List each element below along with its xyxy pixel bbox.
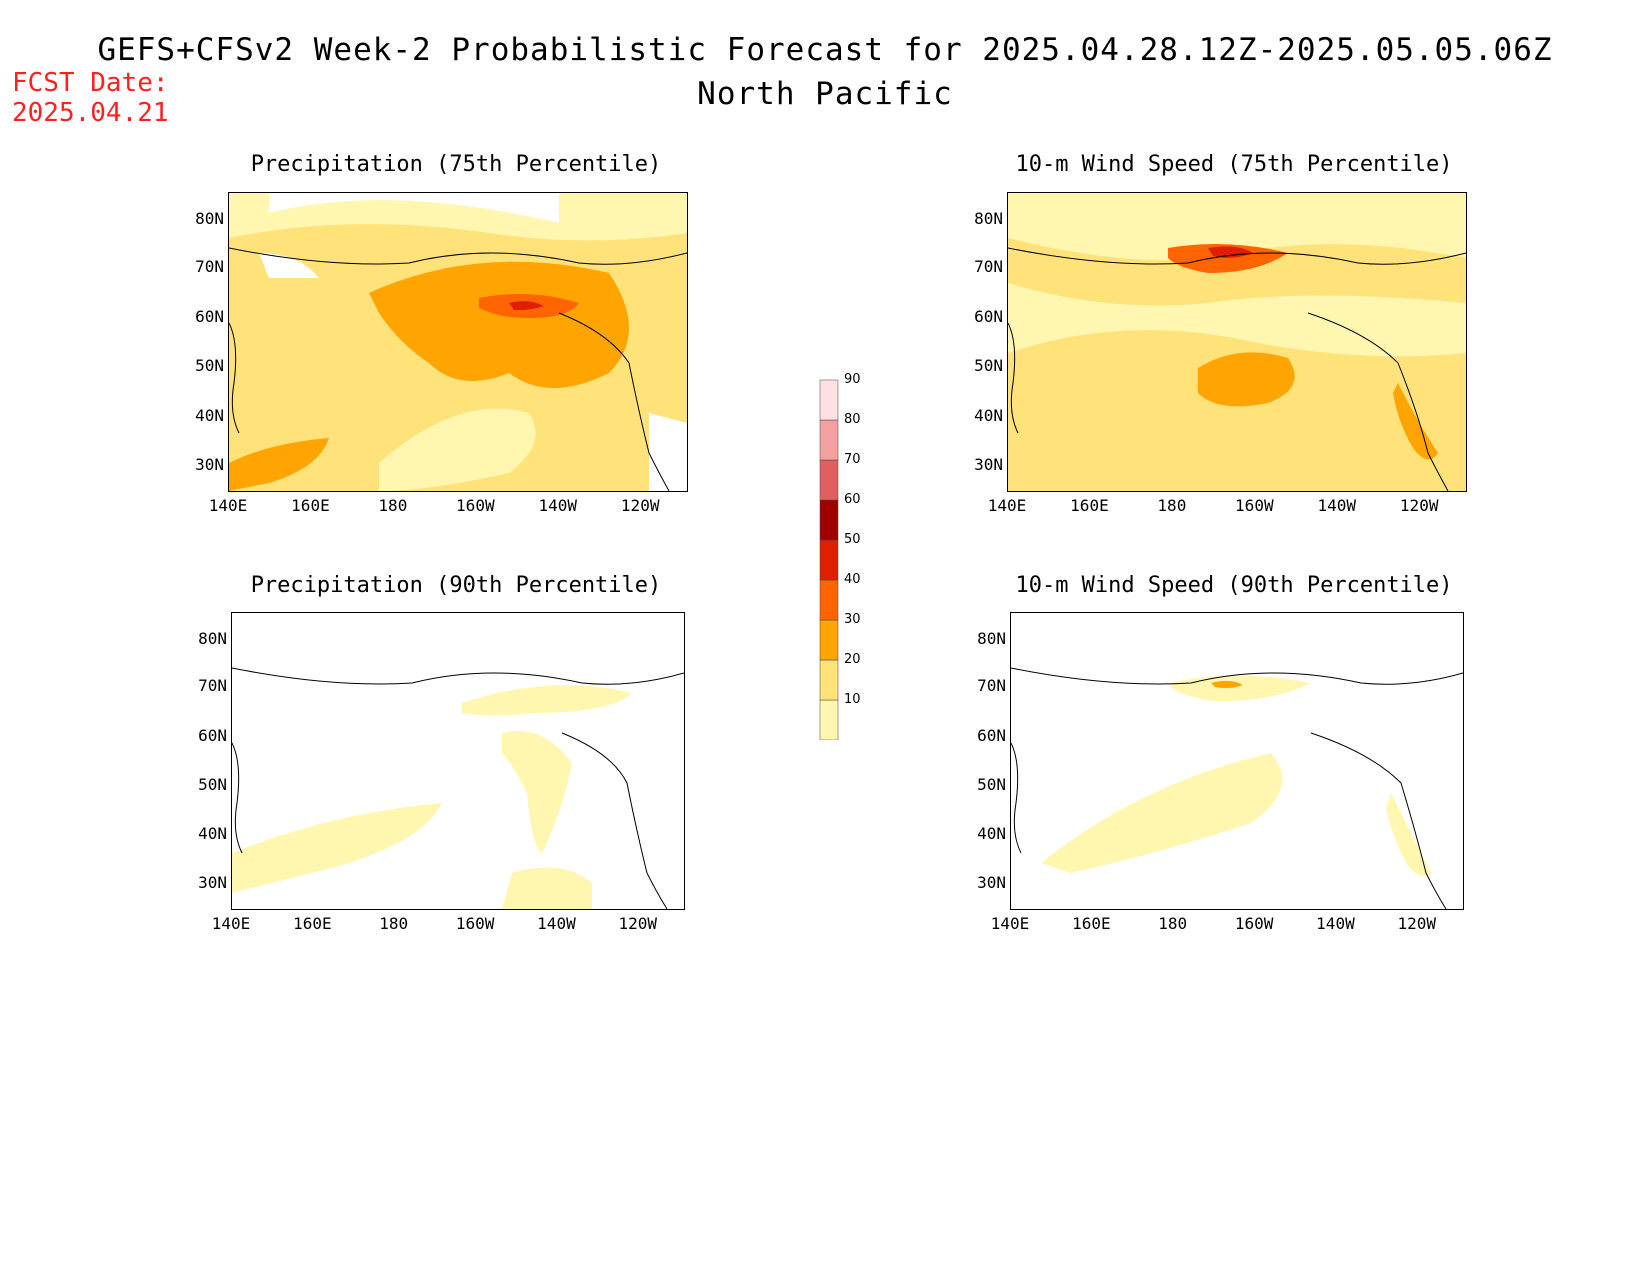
lon-tick-label: 140E xyxy=(987,496,1027,515)
lon-tick-label: 180 xyxy=(379,914,409,933)
panel-title-wind-75: 10-m Wind Speed (75th Percentile) xyxy=(1015,152,1453,177)
colorbar-tick-label: 80 xyxy=(844,412,861,427)
lon-tick-label: 140W xyxy=(1316,914,1355,933)
lon-tick-label: 140E xyxy=(990,914,1030,933)
lat-tick-label: 70N xyxy=(195,256,224,276)
colorbar-swatch xyxy=(819,659,839,701)
lon-tick-label: 160E xyxy=(293,914,332,933)
lat-tick-label: 30N xyxy=(198,872,227,892)
panel-title-precip-90: Precipitation (90th Percentile) xyxy=(250,573,662,598)
lat-tick-label: 60N xyxy=(974,307,1003,327)
lon-tick-label: 120W xyxy=(618,914,658,933)
lat-tick-label: 40N xyxy=(974,405,1003,425)
lat-tick-label: 80N xyxy=(974,208,1003,228)
colorbar-tick-label: 50 xyxy=(844,532,861,547)
lat-tick-label: 60N xyxy=(195,307,224,327)
colorbar-tick-label: 20 xyxy=(844,652,861,667)
map-precip-90 xyxy=(231,612,685,910)
map-precip-75 xyxy=(228,192,688,492)
colorbar-swatch xyxy=(819,379,839,421)
colorbar-swatch xyxy=(819,499,839,541)
colorbar-svg xyxy=(819,379,839,741)
lat-tick-label: 40N xyxy=(195,405,224,425)
colorbar-tick-label: 40 xyxy=(844,572,861,587)
lon-tick-label: 140W xyxy=(1317,496,1357,515)
lat-tick-label: 80N xyxy=(198,628,227,648)
colorbar-swatch xyxy=(819,459,839,501)
lon-tick-label: 160E xyxy=(1072,914,1111,933)
colorbar-swatch xyxy=(819,619,839,661)
colorbar-tick-label: 60 xyxy=(844,492,861,507)
lon-tick-label: 180 xyxy=(1157,496,1187,515)
colorbar xyxy=(818,340,840,741)
lon-tick-label: 120W xyxy=(620,496,660,515)
lat-tick-label: 40N xyxy=(977,824,1006,843)
lon-tick-label: 160W xyxy=(456,496,495,515)
map-wind-90 xyxy=(1010,612,1464,910)
colorbar-tick-label: 30 xyxy=(844,612,861,627)
lon-tick-label: 180 xyxy=(1158,914,1188,933)
lat-tick-label: 40N xyxy=(198,824,227,843)
main-title-line2: North Pacific xyxy=(697,76,953,112)
lat-tick-label: 30N xyxy=(974,454,1003,474)
colorbar-tick-label: 10 xyxy=(844,692,861,707)
lon-tick-label: 160W xyxy=(455,914,495,933)
panel-title-wind-90: 10-m Wind Speed (90th Percentile) xyxy=(1015,573,1453,598)
lat-tick-label: 80N xyxy=(195,208,224,228)
fcst-date-label: FCST Date: xyxy=(12,68,169,98)
main-title-line1: GEFS+CFSv2 Week-2 Probabilistic Forecast… xyxy=(97,32,1553,68)
colorbar-swatch xyxy=(819,419,839,461)
colorbar-swatch xyxy=(819,539,839,581)
lat-tick-label: 70N xyxy=(974,256,1003,276)
lon-tick-label: 120W xyxy=(1399,496,1439,515)
lat-tick-label: 60N xyxy=(977,726,1006,746)
colorbar-tick-label: 70 xyxy=(844,452,861,467)
lon-tick-label: 160E xyxy=(291,496,330,515)
lat-tick-label: 50N xyxy=(977,775,1006,795)
lat-tick-label: 30N xyxy=(977,872,1006,892)
map-wind-75 xyxy=(1007,192,1467,492)
lat-tick-label: 50N xyxy=(198,775,227,795)
lon-tick-label: 140W xyxy=(537,914,576,933)
lon-tick-label: 160W xyxy=(1234,914,1274,933)
lat-tick-label: 80N xyxy=(977,628,1006,648)
lat-tick-label: 60N xyxy=(198,726,227,746)
lon-tick-label: 120W xyxy=(1397,914,1437,933)
lon-tick-label: 180 xyxy=(378,496,408,515)
lon-tick-label: 140E xyxy=(208,496,248,515)
lat-tick-label: 70N xyxy=(977,676,1006,695)
lat-tick-label: 50N xyxy=(195,356,224,376)
lat-tick-label: 70N xyxy=(198,676,227,695)
colorbar-swatch xyxy=(819,579,839,621)
panel-title-precip-75: Precipitation (75th Percentile) xyxy=(250,152,662,177)
lat-tick-label: 50N xyxy=(974,356,1003,376)
colorbar-swatch xyxy=(819,699,839,741)
lon-tick-label: 160W xyxy=(1235,496,1274,515)
fcst-date-value: 2025.04.21 xyxy=(12,98,169,128)
lon-tick-label: 160E xyxy=(1070,496,1109,515)
colorbar-tick-label: 90 xyxy=(844,372,861,387)
lon-tick-label: 140E xyxy=(211,914,251,933)
lon-tick-label: 140W xyxy=(538,496,578,515)
lat-tick-label: 30N xyxy=(195,454,224,474)
